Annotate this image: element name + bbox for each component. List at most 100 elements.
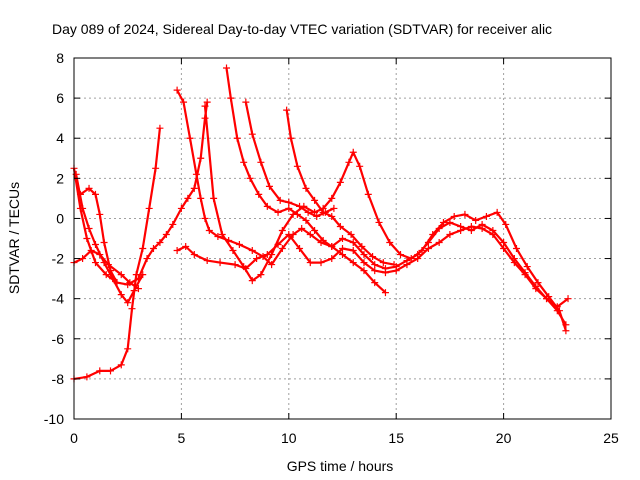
data-point-plus bbox=[555, 307, 563, 315]
data-point-plus bbox=[85, 224, 93, 232]
data-point-plus bbox=[263, 202, 271, 210]
data-point-plus bbox=[156, 239, 164, 247]
data-point-plus bbox=[242, 98, 250, 106]
data-point-plus bbox=[347, 230, 355, 238]
y-tick-label: 2 bbox=[56, 170, 64, 186]
data-point-plus bbox=[306, 230, 314, 238]
data-point-plus bbox=[285, 204, 293, 212]
x-tick-label: 25 bbox=[603, 430, 619, 446]
data-point-plus bbox=[302, 184, 310, 192]
data-point-plus bbox=[259, 253, 267, 261]
data-point-plus bbox=[319, 208, 327, 216]
data-point-plus bbox=[302, 216, 310, 224]
data-point-plus bbox=[257, 271, 265, 279]
data-point-plus bbox=[233, 134, 241, 142]
data-point-plus bbox=[253, 255, 261, 263]
data-point-plus bbox=[446, 218, 454, 226]
data-point-plus bbox=[435, 239, 443, 247]
data-point-plus bbox=[534, 279, 542, 287]
data-point-plus bbox=[390, 261, 398, 269]
data-point-plus bbox=[396, 251, 404, 259]
data-point-plus bbox=[510, 255, 518, 263]
data-point-plus bbox=[386, 239, 394, 247]
data-point-plus bbox=[205, 226, 213, 234]
data-point-plus bbox=[349, 259, 357, 267]
series-line bbox=[244, 101, 335, 218]
data-point-plus bbox=[201, 102, 209, 110]
data-point-plus bbox=[512, 245, 520, 253]
data-point-plus bbox=[96, 367, 104, 375]
data-point-plus bbox=[276, 196, 284, 204]
series-track-9 bbox=[201, 102, 570, 335]
series-line bbox=[73, 249, 140, 290]
series-track-10 bbox=[242, 98, 338, 220]
data-point-plus bbox=[360, 251, 368, 259]
data-point-plus bbox=[117, 291, 125, 299]
data-point-plus bbox=[328, 212, 336, 220]
data-point-plus bbox=[283, 106, 291, 114]
data-point-plus bbox=[407, 255, 415, 263]
y-tick-label: -6 bbox=[52, 331, 65, 347]
data-point-plus bbox=[328, 255, 336, 263]
y-tick-label: -10 bbox=[44, 411, 64, 427]
data-point-plus bbox=[210, 194, 218, 202]
y-tick-label: -4 bbox=[52, 291, 65, 307]
data-point-plus bbox=[156, 124, 164, 132]
series-line bbox=[203, 105, 567, 332]
x-tick-label: 15 bbox=[388, 430, 404, 446]
y-axis-label: SDTVAR / TECUs bbox=[6, 182, 22, 294]
data-point-plus bbox=[134, 285, 142, 293]
data-point-plus bbox=[285, 198, 293, 206]
data-point-plus bbox=[274, 208, 282, 216]
data-point-plus bbox=[349, 239, 357, 247]
data-point-plus bbox=[336, 178, 344, 186]
data-point-plus bbox=[96, 210, 104, 218]
data-point-plus bbox=[248, 130, 256, 138]
data-point-plus bbox=[330, 204, 338, 212]
data-point-plus bbox=[328, 194, 336, 202]
data-point-plus bbox=[214, 232, 222, 240]
series-track-11 bbox=[283, 106, 398, 269]
data-point-plus bbox=[375, 218, 383, 226]
data-point-plus bbox=[379, 259, 387, 267]
y-tick-label: 4 bbox=[56, 130, 64, 146]
data-point-plus bbox=[87, 247, 95, 255]
data-point-plus bbox=[180, 98, 188, 106]
x-tick-label: 10 bbox=[281, 430, 297, 446]
data-point-plus bbox=[545, 293, 553, 301]
data-point-plus bbox=[296, 202, 304, 210]
data-point-plus bbox=[173, 247, 181, 255]
data-point-plus bbox=[139, 271, 147, 279]
x-tick-label: 0 bbox=[70, 430, 78, 446]
data-point-plus bbox=[521, 269, 529, 277]
data-point-plus bbox=[358, 243, 366, 251]
data-point-plus bbox=[450, 212, 458, 220]
x-axis-label: GPS time / hours bbox=[287, 458, 394, 474]
series-line bbox=[176, 225, 569, 308]
data-point-plus bbox=[381, 289, 389, 297]
data-point-plus bbox=[83, 235, 91, 242]
data-point-plus bbox=[257, 158, 265, 166]
chart-title: Day 089 of 2024, Sidereal Day-to-day VTE… bbox=[52, 21, 552, 37]
data-point-plus bbox=[418, 247, 426, 255]
data-point-plus bbox=[143, 255, 151, 263]
x-tick-label: 5 bbox=[178, 430, 186, 446]
y-tick-label: 8 bbox=[56, 50, 64, 66]
data-point-plus bbox=[482, 212, 490, 220]
y-tick-label: -8 bbox=[52, 371, 65, 387]
data-point-plus bbox=[523, 263, 531, 271]
data-point-plus bbox=[100, 239, 108, 247]
data-point-plus bbox=[184, 194, 192, 202]
data-point-plus bbox=[371, 279, 379, 287]
data-point-plus bbox=[356, 162, 364, 170]
data-point-plus bbox=[371, 267, 379, 275]
data-point-plus bbox=[296, 245, 304, 253]
data-point-plus bbox=[345, 158, 353, 166]
data-point-plus bbox=[328, 243, 336, 251]
data-point-plus bbox=[117, 361, 125, 369]
data-point-plus bbox=[162, 230, 170, 238]
data-point-plus bbox=[139, 245, 147, 253]
data-point-plus bbox=[96, 251, 104, 259]
data-point-plus bbox=[381, 265, 389, 273]
data-point-plus bbox=[248, 277, 256, 285]
